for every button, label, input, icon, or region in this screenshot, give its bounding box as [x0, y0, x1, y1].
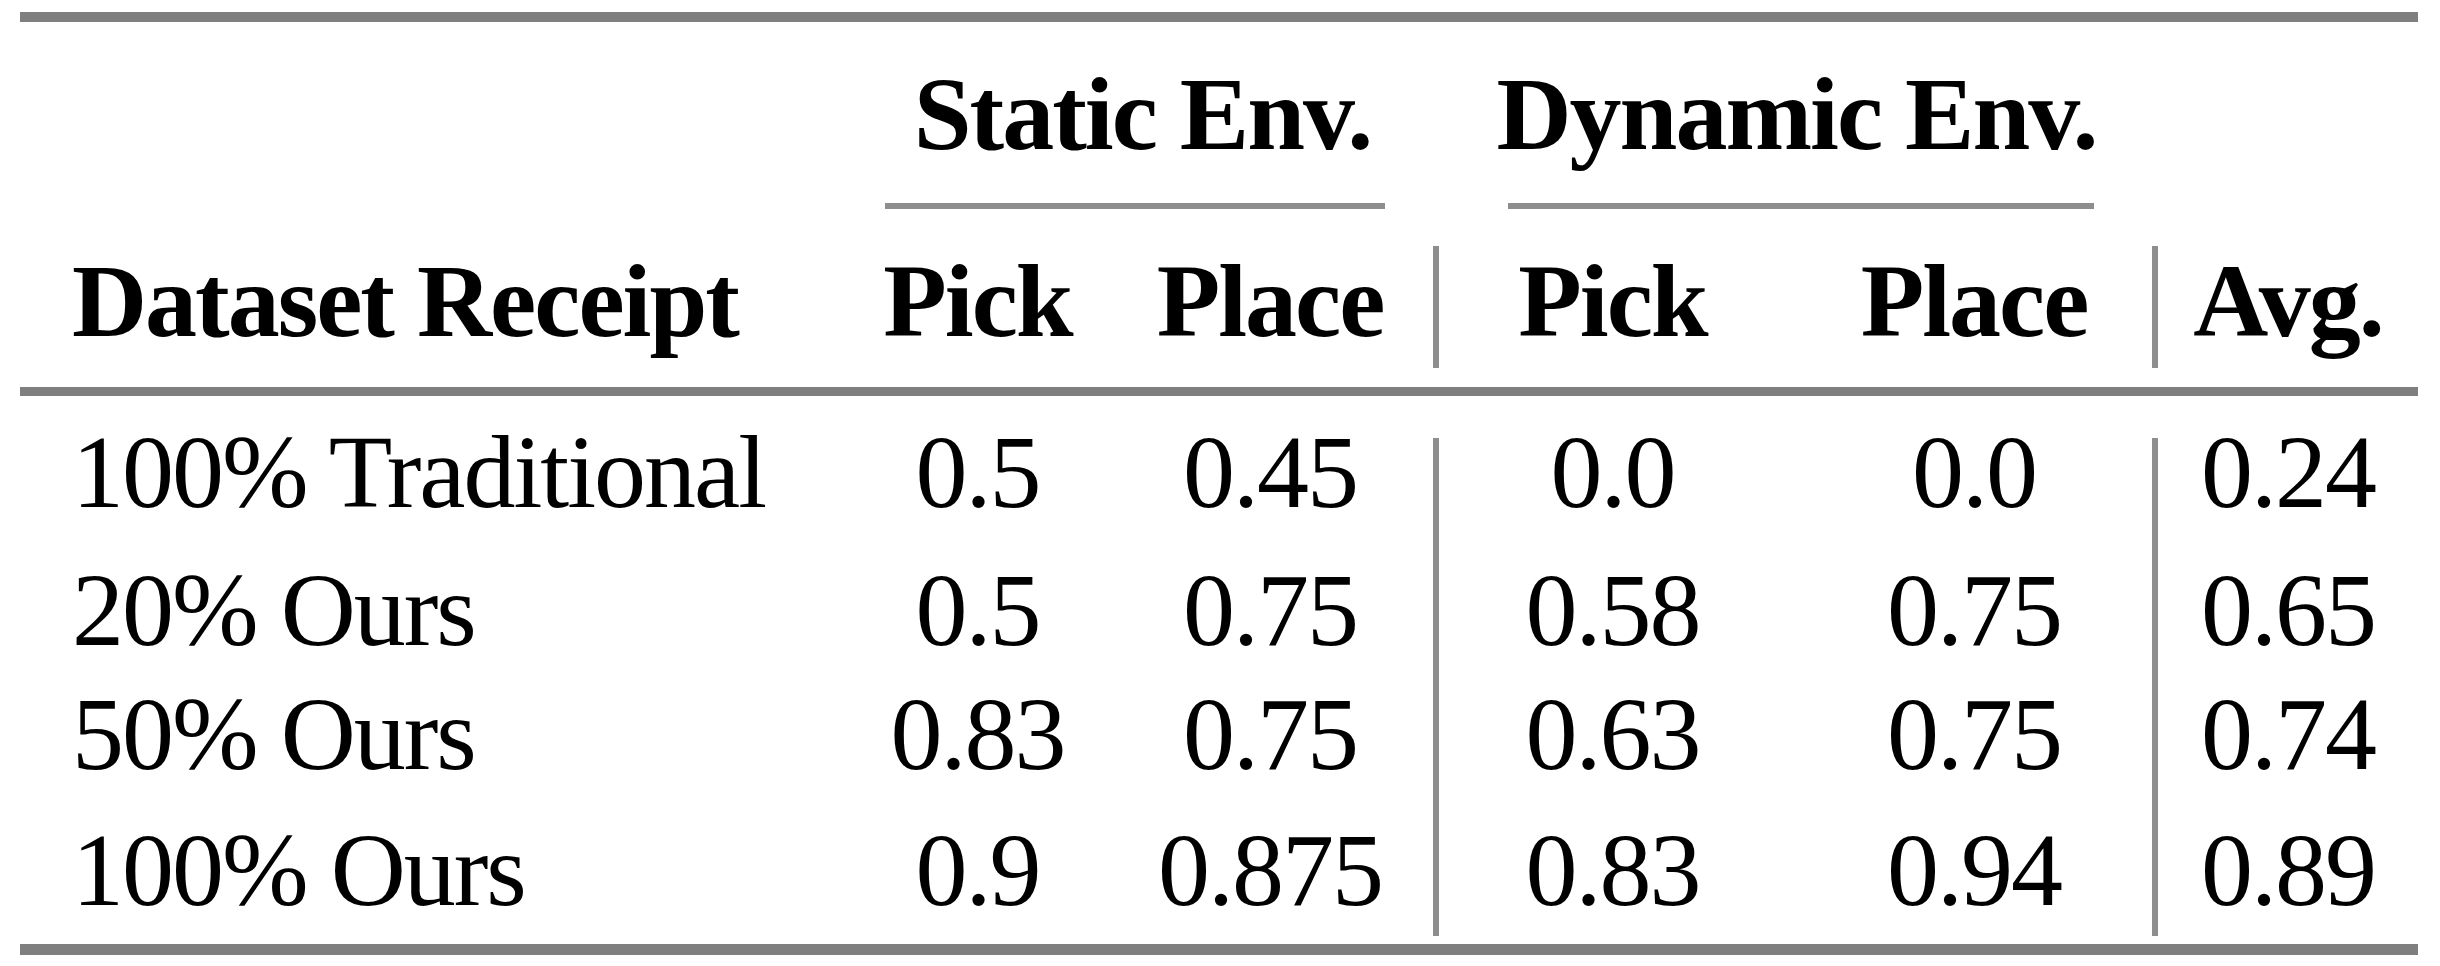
cell-dynamic-pick: 0.63 — [1435, 672, 1790, 796]
corner-spacer — [20, 22, 850, 206]
cell-dynamic-place: 0.94 — [1790, 796, 2158, 944]
cell-dynamic-place: 0.0 — [1790, 395, 2158, 548]
column-header-dataset-receipt: Dataset Receipt — [20, 206, 850, 395]
paper-results-table-figure: Static Env. Dynamic Env. Dataset Receipt… — [0, 0, 2440, 966]
column-header-avg: Avg. — [2158, 206, 2418, 395]
results-table: Static Env. Dynamic Env. Dataset Receipt… — [20, 22, 2418, 944]
cell-static-pick: 0.9 — [850, 796, 1105, 944]
cell-dynamic-pick: 0.58 — [1435, 548, 1790, 672]
column-header-dynamic-place: Place — [1790, 206, 2158, 395]
cell-static-pick: 0.5 — [850, 395, 1105, 548]
group-header-static-env: Static Env. — [850, 22, 1435, 206]
cell-static-pick: 0.83 — [850, 672, 1105, 796]
row-label: 100% Ours — [20, 796, 850, 944]
column-header-static-place: Place — [1105, 206, 1435, 395]
group-header-dynamic-env: Dynamic Env. — [1435, 22, 2158, 206]
cell-dynamic-place: 0.75 — [1790, 548, 2158, 672]
cell-static-place: 0.875 — [1105, 796, 1435, 944]
bottom-rule — [20, 944, 2418, 955]
cell-dynamic-pick: 0.83 — [1435, 796, 1790, 944]
cell-dynamic-pick: 0.0 — [1435, 395, 1790, 548]
row-label: 50% Ours — [20, 672, 850, 796]
cell-static-place: 0.45 — [1105, 395, 1435, 548]
cell-avg: 0.24 — [2158, 395, 2418, 548]
cell-avg: 0.74 — [2158, 672, 2418, 796]
cell-avg: 0.65 — [2158, 548, 2418, 672]
column-header-static-pick: Pick — [850, 206, 1105, 395]
cell-avg: 0.89 — [2158, 796, 2418, 944]
row-label: 20% Ours — [20, 548, 850, 672]
cell-static-place: 0.75 — [1105, 548, 1435, 672]
top-rule — [20, 12, 2418, 22]
cell-static-place: 0.75 — [1105, 672, 1435, 796]
row-label: 100% Traditional — [20, 395, 850, 548]
column-header-dynamic-pick: Pick — [1435, 206, 1790, 395]
cell-static-pick: 0.5 — [850, 548, 1105, 672]
cell-dynamic-place: 0.75 — [1790, 672, 2158, 796]
corner-spacer — [2158, 22, 2418, 206]
